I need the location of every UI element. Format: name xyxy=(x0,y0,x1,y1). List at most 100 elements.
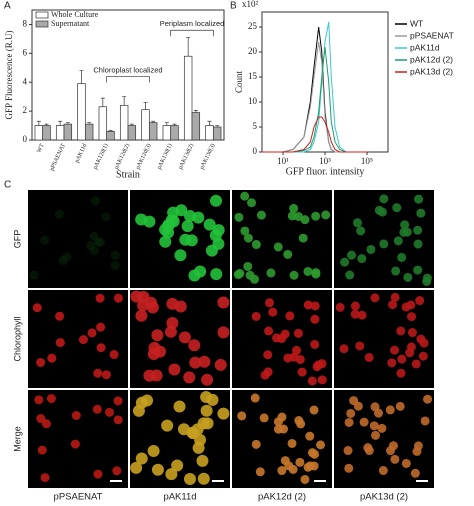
cell xyxy=(250,274,260,284)
cell xyxy=(296,419,306,429)
cell xyxy=(406,300,416,310)
cell xyxy=(145,296,158,309)
cell xyxy=(405,348,415,358)
cell xyxy=(92,404,102,414)
bar xyxy=(84,123,94,141)
cell xyxy=(165,468,178,481)
bar xyxy=(55,125,65,141)
cell xyxy=(317,375,327,385)
annotation: Chloroplast localized xyxy=(93,65,162,74)
cell xyxy=(411,359,421,369)
error-bar xyxy=(186,37,191,57)
cell xyxy=(240,191,250,201)
cell xyxy=(303,266,313,276)
cell xyxy=(29,270,39,280)
cell xyxy=(200,390,213,403)
y-tick-label: 25 xyxy=(248,21,258,31)
cell xyxy=(188,339,201,352)
cell xyxy=(186,426,199,439)
cell xyxy=(113,396,123,406)
cell xyxy=(311,269,321,279)
cell xyxy=(287,438,297,448)
cell xyxy=(379,239,389,249)
cell xyxy=(196,454,209,467)
cell xyxy=(387,358,397,368)
cell xyxy=(400,220,410,230)
cell xyxy=(132,404,145,417)
y-tick-label: 5 xyxy=(253,121,258,131)
cell xyxy=(297,367,307,377)
cell xyxy=(135,452,148,465)
cell xyxy=(277,412,287,422)
bar xyxy=(191,112,201,141)
cell xyxy=(279,424,289,434)
y-tick-label: 15 xyxy=(248,71,258,81)
error-bar xyxy=(108,130,113,132)
cell xyxy=(280,456,290,466)
bar xyxy=(183,55,193,141)
cell xyxy=(413,239,423,249)
cell xyxy=(95,293,105,303)
cell xyxy=(345,270,355,280)
cell xyxy=(147,445,160,458)
error-bar xyxy=(164,122,169,126)
cell xyxy=(339,344,349,354)
column-label: pAK12d (2) xyxy=(258,492,306,503)
cell xyxy=(251,311,261,321)
cell xyxy=(264,326,274,336)
cell xyxy=(415,296,425,306)
cell xyxy=(40,235,50,245)
row-label: Chlorophyll xyxy=(12,316,22,361)
legend-swatch xyxy=(35,11,49,19)
legend-swatch xyxy=(35,20,49,28)
cell xyxy=(93,469,103,479)
cell xyxy=(188,269,201,282)
cell xyxy=(378,466,388,476)
y-unit-label: x10² xyxy=(242,0,259,9)
y-axis-label: Count xyxy=(234,71,244,94)
bracket xyxy=(106,76,150,83)
cell xyxy=(192,211,205,224)
cell xyxy=(343,446,353,456)
cell xyxy=(280,329,290,339)
cell xyxy=(310,301,320,311)
cell xyxy=(250,393,260,403)
bar xyxy=(170,125,179,141)
cell xyxy=(357,254,367,264)
cell xyxy=(268,307,278,317)
cell xyxy=(416,334,426,344)
cell xyxy=(40,473,50,483)
cell xyxy=(159,235,172,248)
cell xyxy=(305,431,315,441)
x-tick-label: 10¹ xyxy=(277,156,289,166)
cell xyxy=(370,293,380,303)
cell xyxy=(185,234,198,247)
cell xyxy=(203,218,216,231)
x-tick-label: pPSAENAT xyxy=(49,143,67,172)
cell xyxy=(321,210,331,220)
cell xyxy=(168,363,181,376)
cell xyxy=(173,400,186,413)
cell xyxy=(71,411,81,421)
histogram-line xyxy=(262,116,367,153)
cell xyxy=(293,328,303,338)
cell xyxy=(96,343,106,353)
micrograph xyxy=(28,290,128,388)
cell xyxy=(153,345,166,358)
cell xyxy=(311,211,321,221)
cell xyxy=(90,196,100,206)
cell xyxy=(340,257,350,267)
cell xyxy=(171,459,184,472)
cell xyxy=(263,350,273,360)
bar xyxy=(63,123,73,141)
cell xyxy=(32,303,42,313)
cell xyxy=(396,326,406,336)
cell xyxy=(86,241,96,251)
cell xyxy=(309,461,319,471)
cell xyxy=(37,445,47,455)
panel-label: A xyxy=(4,1,11,12)
panel-label: C xyxy=(4,180,11,191)
cell xyxy=(347,250,357,260)
cell xyxy=(420,416,430,426)
